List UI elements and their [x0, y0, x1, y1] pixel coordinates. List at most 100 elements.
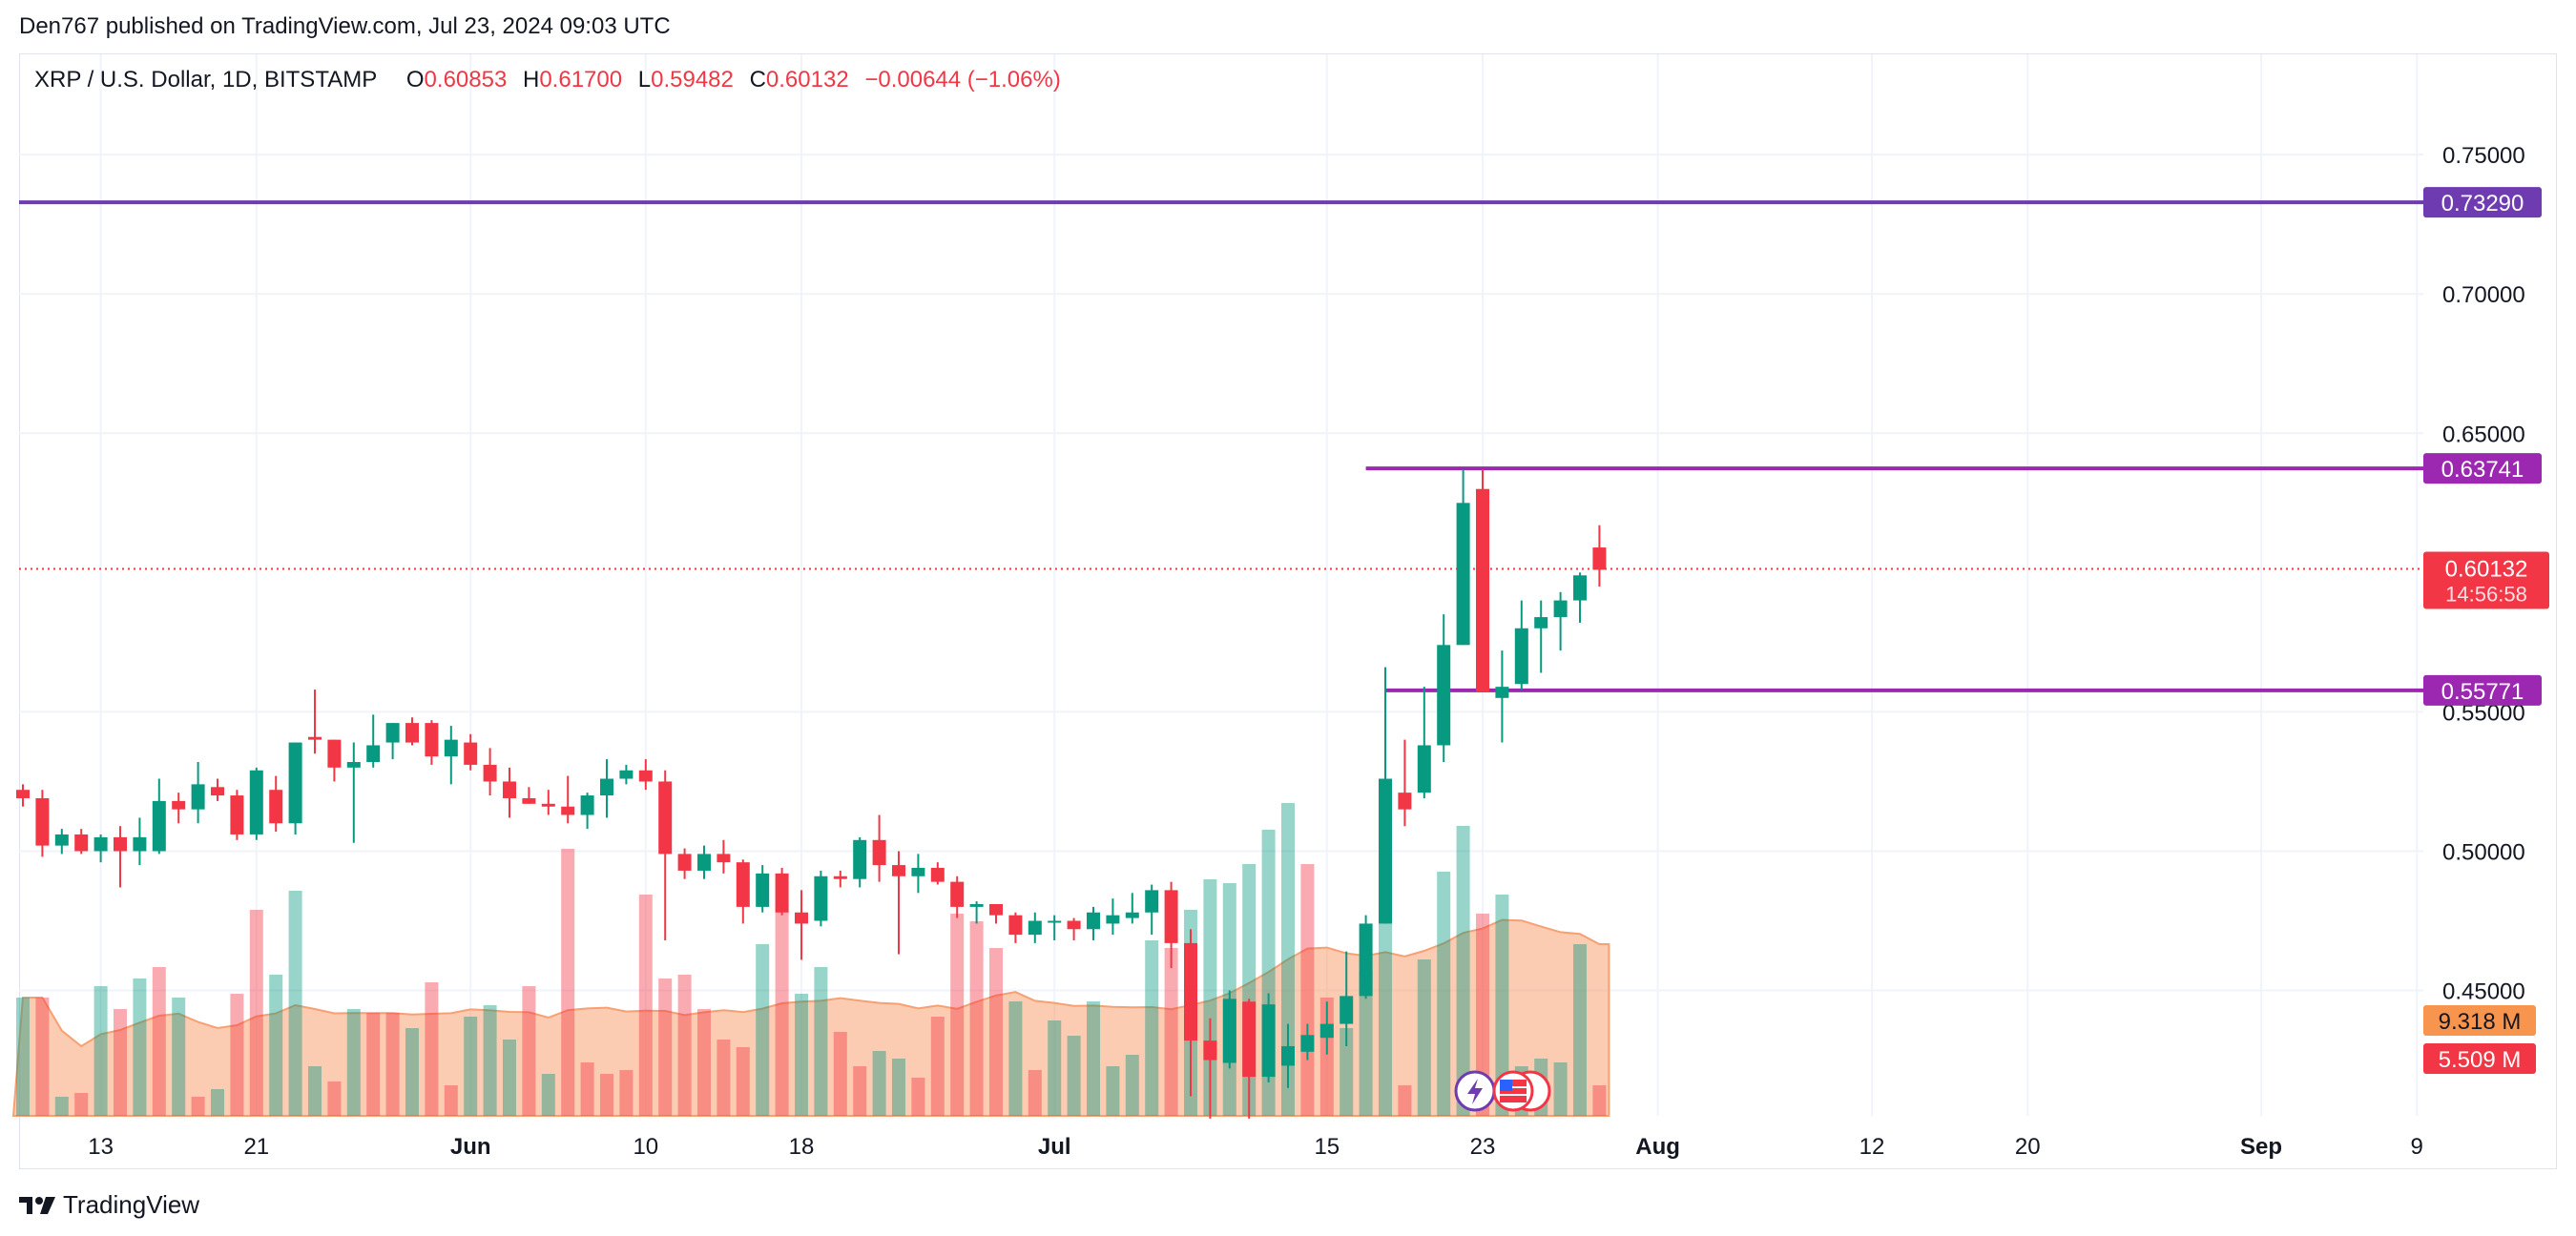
volume-bar [152, 967, 166, 1116]
symbol-title[interactable]: XRP / U.S. Dollar, 1D, BITSTAMP [34, 67, 378, 93]
y-tick-label: 0.50000 [2442, 839, 2525, 865]
candle-body [327, 739, 342, 768]
event-markers[interactable] [1454, 1070, 1551, 1112]
x-tick-label: Aug [1635, 1134, 1680, 1160]
change-value: −0.00644 (−1.06%) [864, 67, 1061, 93]
volume-bar [425, 982, 439, 1116]
candle-body [74, 834, 89, 852]
candle-body [775, 873, 789, 913]
candle-body [1456, 503, 1470, 646]
candle-body [853, 839, 867, 879]
candle-body [1319, 1023, 1334, 1039]
candle-body [833, 876, 847, 879]
volume-bar [1398, 1085, 1412, 1116]
candle-body [717, 854, 731, 863]
candle-body [950, 881, 965, 907]
candle-body [814, 876, 828, 921]
candle-body [405, 723, 419, 743]
candle-body [1048, 920, 1062, 923]
volume-bar [853, 1066, 867, 1116]
candle-body [503, 781, 516, 798]
candle-body [1359, 923, 1373, 997]
volume-bar [717, 1040, 731, 1116]
candle-body [35, 797, 50, 846]
volume-bar [541, 1074, 555, 1116]
candle-body [1028, 920, 1042, 936]
ohlc-legend: XRP / U.S. Dollar, 1D, BITSTAMP O0.60853… [34, 67, 1061, 93]
candle-body [308, 736, 322, 740]
volume-bar [833, 1032, 847, 1116]
candle-body [561, 806, 575, 815]
volume-bar [327, 1082, 342, 1116]
footer-brand-label: TradingView [63, 1190, 200, 1219]
volume-bar [1106, 1066, 1120, 1116]
volume-bar [483, 1005, 497, 1116]
candle-body [892, 865, 905, 876]
footer-brand[interactable]: TradingView [19, 1190, 199, 1220]
volume-bar [1067, 1036, 1081, 1116]
candle-body [425, 723, 439, 757]
candle-body [1573, 575, 1587, 601]
candle-body [288, 742, 302, 824]
volume-bar [444, 1085, 458, 1116]
volume-bar [385, 1013, 400, 1116]
chart-frame [19, 53, 2557, 1169]
candle-body [1340, 996, 1354, 1024]
last-volume-tag [2423, 1043, 2536, 1074]
volume-ma-tag [2423, 1005, 2536, 1036]
volume-bar [74, 1093, 89, 1116]
volume-bar [1476, 914, 1489, 1116]
volume-bar [269, 975, 283, 1116]
volume-bar [1379, 876, 1392, 1116]
bar-countdown-label: 14:56:58 [2445, 582, 2527, 606]
candle-body [191, 784, 205, 810]
level-price-label: 0.55771 [2441, 679, 2524, 705]
grid-layer [19, 54, 2423, 1116]
volume-bar [561, 849, 575, 1116]
candle-body [346, 762, 361, 768]
level-price-tag [2423, 674, 2542, 706]
volume-bar [308, 1066, 322, 1116]
y-tick-label: 0.65000 [2442, 422, 2525, 447]
x-tick-label: Jun [450, 1134, 491, 1160]
x-tick-label: 9 [2411, 1134, 2423, 1160]
candle-body [872, 839, 886, 866]
volume-bar [1300, 864, 1315, 1116]
low-value: 0.59482 [651, 67, 734, 93]
last-price-label: 0.60132 [2445, 556, 2528, 582]
volume-bar [930, 1017, 945, 1116]
axis-layer: 0.450000.500000.550000.650000.700000.750… [88, 143, 2549, 1160]
candle-body [1495, 687, 1509, 698]
candle-body [269, 790, 283, 824]
candle-body [1417, 745, 1431, 793]
y-tick-label: 0.75000 [2442, 143, 2525, 169]
volume-bar [405, 1028, 419, 1116]
level-price-label: 0.73290 [2441, 191, 2524, 216]
flag-canton-icon [1500, 1080, 1512, 1091]
candle-body [249, 770, 263, 834]
x-tick-label: 21 [243, 1134, 269, 1160]
volume-bar [697, 1009, 711, 1116]
candle-body [1281, 1045, 1295, 1066]
x-tick-label: Sep [2240, 1134, 2282, 1160]
candle-body [1008, 915, 1023, 936]
volume-bar [795, 994, 808, 1116]
volume-bar [1164, 948, 1178, 1116]
publisher-line: Den767 published on TradingView.com, Jul… [19, 13, 671, 39]
candle-body [385, 723, 400, 743]
level-layer [19, 200, 2423, 692]
level-price-tag [2423, 453, 2542, 484]
candle-body [483, 764, 497, 782]
candle-body [1222, 999, 1236, 1063]
volume-bar [619, 1070, 634, 1116]
close-value: 0.60132 [765, 67, 849, 93]
x-tick-label: Jul [1038, 1134, 1071, 1160]
volume-bar [872, 1051, 886, 1116]
x-tick-label: 10 [633, 1134, 658, 1160]
volume-bar [1437, 872, 1451, 1116]
volume-bar [736, 1047, 750, 1116]
x-tick-label: 13 [88, 1134, 114, 1160]
candle-body [1437, 645, 1451, 746]
volume-bar [1592, 1085, 1607, 1116]
